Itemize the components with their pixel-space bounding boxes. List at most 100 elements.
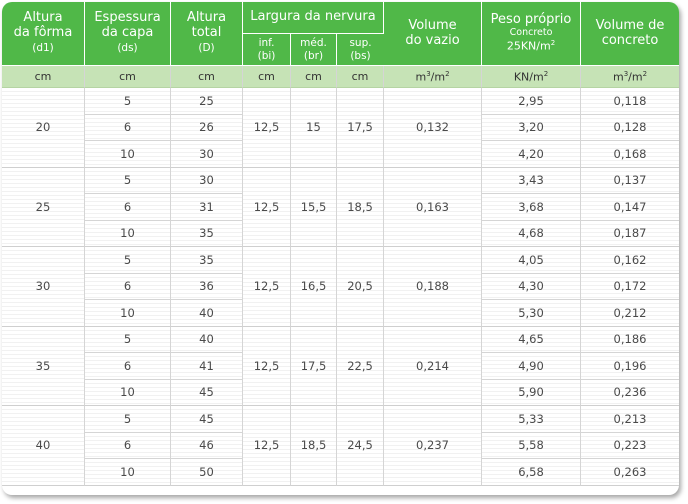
cell-volume-concreto: 0,223 — [581, 432, 679, 459]
cell-peso-proprio: 4,90 — [482, 353, 582, 380]
table-row: 10 30 4,20 0,168 — [2, 141, 679, 168]
cell-peso-proprio: 5,90 — [482, 379, 582, 406]
cell-volume-concreto: 0,186 — [581, 326, 679, 353]
cell-volume-vazio: 0,237 — [384, 406, 483, 486]
cell-espessura-capa: 6 — [85, 432, 171, 459]
cell-peso-proprio: 5,33 — [482, 406, 582, 433]
unit-peso: KN/m2 — [482, 66, 582, 88]
table-row: 6 41 4,90 0,196 — [2, 353, 679, 380]
cell-altura-total: 30 — [171, 141, 243, 168]
cell-largura-sup: 24,5 — [337, 406, 385, 486]
cell-largura-sup: 18,5 — [337, 167, 385, 247]
cell-volume-vazio: 0,214 — [384, 326, 483, 406]
table-row: 10 40 5,30 0,212 — [2, 300, 679, 327]
header-altura-total: Altura total (D) — [171, 2, 243, 66]
cell-largura-med: 16,5 — [291, 247, 337, 327]
unit-bs: cm — [337, 66, 385, 88]
cell-espessura-capa: 10 — [85, 459, 171, 486]
cell-espessura-capa: 10 — [85, 379, 171, 406]
cell-altura-total: 40 — [171, 300, 243, 327]
cell-altura-total: 35 — [171, 247, 243, 274]
cell-largura-med: 15 — [291, 88, 337, 168]
table-row: 30 5 35 12,5 16,5 20,5 0,188 4,05 0,162 — [2, 247, 679, 327]
cell-peso-proprio: 2,95 — [482, 88, 582, 115]
cell-volume-vazio: 0,163 — [384, 167, 483, 247]
cell-volume-vazio: 0,132 — [384, 88, 483, 168]
cell-espessura-capa: 5 — [85, 406, 171, 433]
cell-altura-forma: 25 — [2, 167, 85, 247]
cell-largura-inf: 12,5 — [243, 167, 291, 247]
header-volume-concreto: Volume de concreto — [581, 2, 679, 66]
cell-largura-med: 17,5 — [291, 326, 337, 406]
cell-volume-concreto: 0,147 — [581, 194, 679, 221]
cell-espessura-capa: 6 — [85, 353, 171, 380]
cell-altura-total: 30 — [171, 167, 243, 194]
table-row: 6 26 3,20 0,128 — [2, 114, 679, 141]
cell-largura-sup: 20,5 — [337, 247, 385, 327]
header-volume-vazio: Volume do vazio — [384, 2, 483, 66]
cell-espessura-capa: 10 — [85, 220, 171, 247]
cell-largura-med: 18,5 — [291, 406, 337, 486]
units-row: cm cm cm cm cm cm m3/m2 KN/m2 m3/m2 — [2, 66, 679, 88]
cell-espessura-capa: 5 — [85, 247, 171, 274]
cell-altura-forma: 20 — [2, 88, 85, 168]
unit-ds: cm — [85, 66, 171, 88]
cell-espessura-capa: 5 — [85, 326, 171, 353]
table-row: 6 31 3,68 0,147 — [2, 194, 679, 221]
cell-altura-total: 46 — [171, 432, 243, 459]
table-row: 20 5 25 12,5 15 17,5 0,132 2,95 0,118 — [2, 88, 679, 168]
cell-largura-inf: 12,5 — [243, 247, 291, 327]
cell-altura-total: 41 — [171, 353, 243, 380]
cell-peso-proprio: 4,65 — [482, 326, 582, 353]
unit-concreto: m3/m2 — [581, 66, 679, 88]
cell-espessura-capa: 5 — [85, 88, 171, 115]
table-row: 10 50 6,58 0,263 — [2, 459, 679, 486]
header-largura-nervura: Largura da nervura — [243, 2, 385, 34]
cell-largura-sup: 22,5 — [337, 326, 385, 406]
header-sup: sup. (bs) — [337, 34, 385, 66]
cell-volume-concreto: 0,128 — [581, 114, 679, 141]
cell-espessura-capa: 6 — [85, 114, 171, 141]
cell-altura-total: 50 — [171, 459, 243, 486]
table-row: 40 5 45 12,5 18,5 24,5 0,237 5,33 0,213 — [2, 406, 679, 486]
unit-d1: cm — [2, 66, 85, 88]
cell-volume-concreto: 0,162 — [581, 247, 679, 274]
cell-altura-forma: 30 — [2, 247, 85, 327]
cell-altura-forma: 35 — [2, 326, 85, 406]
cell-altura-total: 25 — [171, 88, 243, 115]
table-row: 10 35 4,68 0,187 — [2, 220, 679, 247]
cell-altura-forma: 40 — [2, 406, 85, 486]
cell-peso-proprio: 3,68 — [482, 194, 582, 221]
cell-volume-concreto: 0,213 — [581, 406, 679, 433]
cell-peso-proprio: 4,68 — [482, 220, 582, 247]
table-row: 6 46 5,58 0,223 — [2, 432, 679, 459]
cell-volume-concreto: 0,172 — [581, 273, 679, 300]
cell-altura-total: 40 — [171, 326, 243, 353]
cell-peso-proprio: 4,30 — [482, 273, 582, 300]
cell-altura-total: 26 — [171, 114, 243, 141]
cell-volume-concreto: 0,212 — [581, 300, 679, 327]
cell-volume-concreto: 0,236 — [581, 379, 679, 406]
table-row: 35 5 40 12,5 17,5 22,5 0,214 4,65 0,186 — [2, 326, 679, 406]
cell-espessura-capa: 6 — [85, 194, 171, 221]
cell-peso-proprio: 6,58 — [482, 459, 582, 486]
header-inf: inf. (bi) — [243, 34, 291, 66]
cell-altura-total: 35 — [171, 220, 243, 247]
cell-espessura-capa: 5 — [85, 167, 171, 194]
cell-peso-proprio: 4,05 — [482, 247, 582, 274]
cell-largura-med: 15,5 — [291, 167, 337, 247]
cell-espessura-capa: 10 — [85, 141, 171, 168]
cell-peso-proprio: 5,30 — [482, 300, 582, 327]
cell-largura-inf: 12,5 — [243, 406, 291, 486]
unit-D: cm — [171, 66, 243, 88]
cell-largura-inf: 12,5 — [243, 326, 291, 406]
cell-largura-sup: 17,5 — [337, 88, 385, 168]
unit-bi: cm — [243, 66, 291, 88]
table-row: 25 5 30 12,5 15,5 18,5 0,163 3,43 0,137 — [2, 167, 679, 247]
cell-volume-concreto: 0,168 — [581, 141, 679, 168]
cell-volume-concreto: 0,263 — [581, 459, 679, 486]
unit-vazio: m3/m2 — [384, 66, 483, 88]
unit-br: cm — [291, 66, 337, 88]
header-espessura-capa: Espessura da capa (ds) — [85, 2, 171, 66]
table-row: 10 45 5,90 0,236 — [2, 379, 679, 406]
